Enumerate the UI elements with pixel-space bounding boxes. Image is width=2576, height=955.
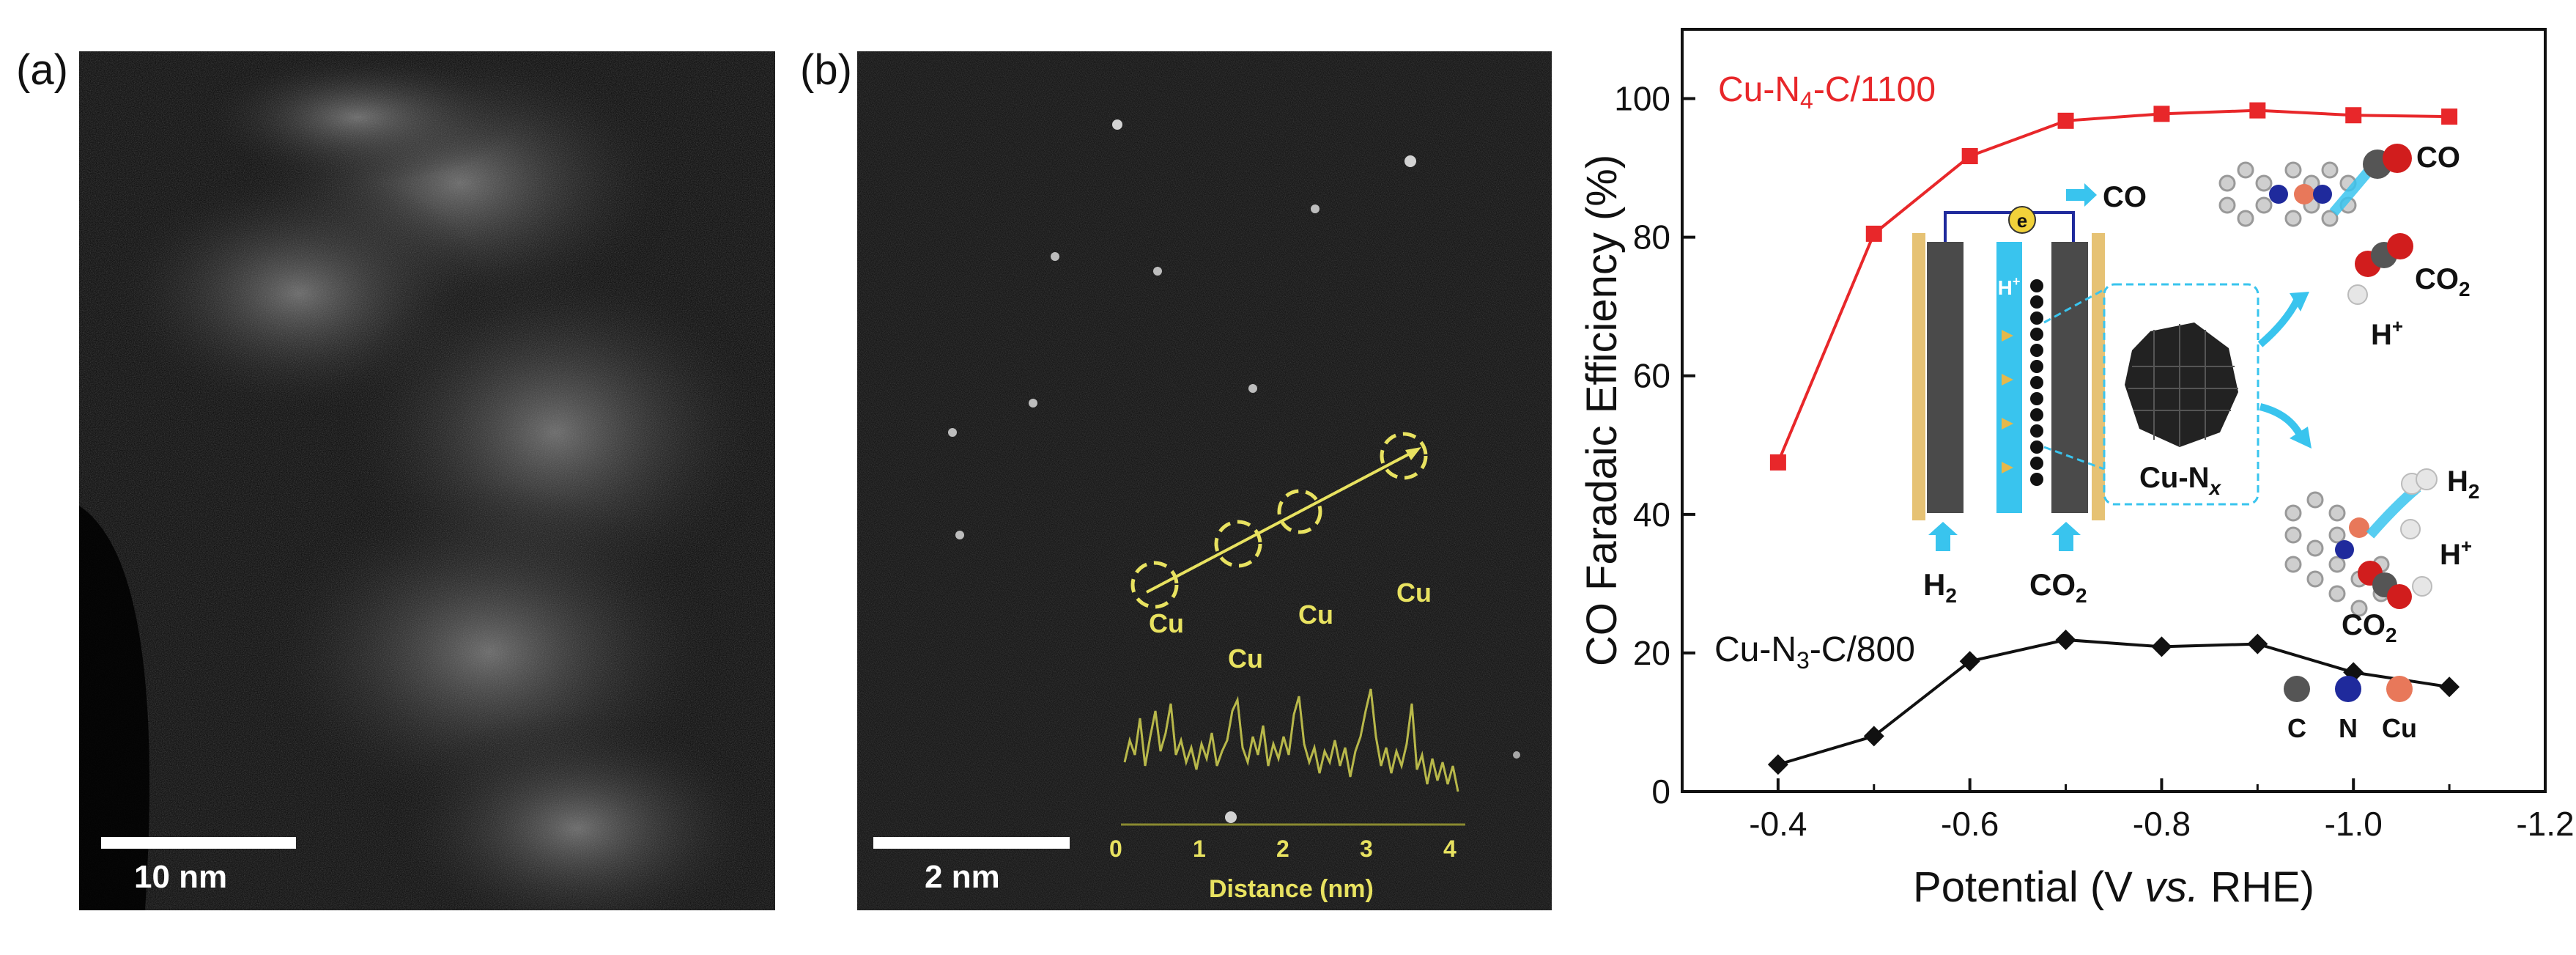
cu-peak-label-1: Cu	[1149, 608, 1184, 638]
inset-schematic: e H+ CO H2 CO2 Cu-Nx	[1912, 141, 2479, 743]
line-scan-path	[1146, 451, 1412, 594]
tick-layer: 0 20 40 60 80 100 -0.4 -0.6 -0.8 -1.0 -1.2	[1614, 80, 2574, 843]
lower-h2-label: H2	[2447, 465, 2479, 503]
atom-legend-n-dot	[2335, 676, 2361, 702]
data-point	[2249, 102, 2266, 119]
cluster-label: Cu-Nx	[2139, 462, 2222, 499]
anode-plate	[1927, 242, 1964, 513]
atom-legend-n-label: N	[2339, 713, 2358, 743]
profile-tick-3: 3	[1360, 836, 1373, 862]
lower-molecule	[2284, 491, 2390, 617]
cu-peak-label-3: Cu	[1298, 600, 1333, 630]
y-tick-label: 80	[1633, 218, 1670, 257]
x-tick-label: -0.8	[2133, 805, 2191, 843]
co-out-arrow	[2066, 183, 2097, 207]
upper-h-label: H+	[2371, 315, 2403, 351]
cu-atom-circle-3	[1277, 489, 1322, 534]
y-tick-label: 0	[1651, 773, 1670, 811]
external-circuit	[1944, 211, 2075, 242]
data-point	[1865, 225, 1882, 242]
x-tick-label: -1.2	[2516, 805, 2574, 843]
line-scan-overlay	[1121, 432, 1465, 826]
data-point	[2441, 108, 2458, 125]
y-tick-label: 40	[1633, 495, 1670, 534]
profile-tick-1: 1	[1193, 836, 1206, 862]
cu-atom-circle-1	[1130, 561, 1179, 609]
cu-atom-circle-2	[1214, 520, 1262, 568]
line-scan-arrowhead	[1405, 447, 1421, 460]
plot-frame	[1681, 28, 2547, 793]
lower-h-label: H+	[2440, 535, 2472, 571]
profile-tick-0: 0	[1109, 836, 1122, 862]
series-label-cu-n4: Cu-N4-C/1100	[1718, 70, 1936, 114]
profile-xlabel: Distance (nm)	[1209, 875, 1374, 903]
micrograph-b: Cu Cu Cu Cu 0 1 2 3 4 Distance (nm) 2 nm	[857, 51, 1552, 910]
electron-label: e	[2017, 210, 2027, 232]
data-point	[2439, 676, 2460, 698]
micrograph-a-texture	[79, 51, 775, 910]
data-point	[1959, 651, 1980, 672]
data-point	[1863, 726, 1884, 747]
curve-arrow-up	[2257, 298, 2301, 347]
series-line-0	[1777, 108, 2450, 463]
series-label-cu-n3: Cu-N3-C/800	[1714, 630, 1915, 674]
h2-in-arrow	[1928, 522, 1958, 551]
panel-b-label: (b)	[800, 46, 852, 94]
micrograph-a: 10 nm	[79, 51, 775, 910]
data-point	[1769, 454, 1786, 471]
micrograph-b-texture	[857, 51, 1552, 910]
cu-peak-label-2: Cu	[1228, 644, 1263, 674]
cluster-image	[2125, 322, 2238, 447]
scale-bar-b	[873, 837, 1070, 849]
cu-peak-label-4: Cu	[1396, 578, 1432, 608]
co2-in-arrow	[2051, 522, 2081, 551]
data-point	[2247, 633, 2268, 655]
y-tick-label: 60	[1633, 357, 1670, 395]
data-point	[1767, 754, 1788, 775]
series-line-1	[1777, 638, 2450, 767]
lower-co2-label: CO2	[2342, 609, 2397, 646]
x-tick-label: -0.6	[1941, 805, 1999, 843]
profile-tick-2: 2	[1276, 836, 1289, 862]
cell-frame-left	[1912, 233, 1925, 520]
data-point	[2345, 107, 2362, 124]
data-point	[2057, 112, 2074, 129]
y-tick-label: 100	[1614, 80, 1670, 118]
scale-bar-b-label: 2 nm	[925, 859, 1000, 895]
x-axis-title: Potential (V vs. RHE)	[1913, 863, 2314, 911]
atom-legend-cu-label: Cu	[2382, 713, 2417, 743]
scale-bar-a-label: 10 nm	[134, 859, 228, 895]
atom-legend-cu-dot	[2386, 676, 2413, 702]
data-point	[2055, 629, 2076, 650]
upper-co2-label: CO2	[2415, 263, 2470, 300]
line-profile-trace	[1123, 688, 1459, 792]
electron-badge	[2008, 206, 2036, 234]
profile-tick-4: 4	[1443, 836, 1457, 862]
data-point	[2151, 636, 2172, 657]
cluster-callout-box	[2103, 283, 2259, 506]
y-axis-title: CO Faradaic Efficiency (%)	[1578, 155, 1626, 666]
schematic-co2-label: CO2	[2029, 567, 2087, 607]
proton-label: H+	[1998, 274, 2021, 299]
atom-legend-c-dot	[2284, 676, 2310, 702]
upper-co-label: CO	[2416, 141, 2460, 174]
co-molecule-o	[2383, 144, 2412, 173]
atom-legend-c-label: C	[2287, 713, 2306, 743]
data-point	[1961, 148, 1978, 165]
schematic-h2-label: H2	[1923, 567, 1957, 607]
schematic-co-label: CO	[2103, 181, 2147, 213]
cu-atom-circle-4	[1380, 432, 1428, 480]
curve-arrow-down	[2259, 403, 2304, 438]
x-tick-label: -1.0	[2325, 805, 2383, 843]
y-tick-label: 20	[1633, 634, 1670, 672]
upper-molecule	[2218, 161, 2357, 227]
cathode-plate	[2051, 242, 2088, 513]
scale-bar-a	[101, 837, 296, 849]
cell-frame-right	[2092, 233, 2105, 520]
x-tick-label: -0.4	[1749, 805, 1807, 843]
panel-a-label: (a)	[16, 46, 68, 94]
data-point	[2153, 106, 2170, 122]
